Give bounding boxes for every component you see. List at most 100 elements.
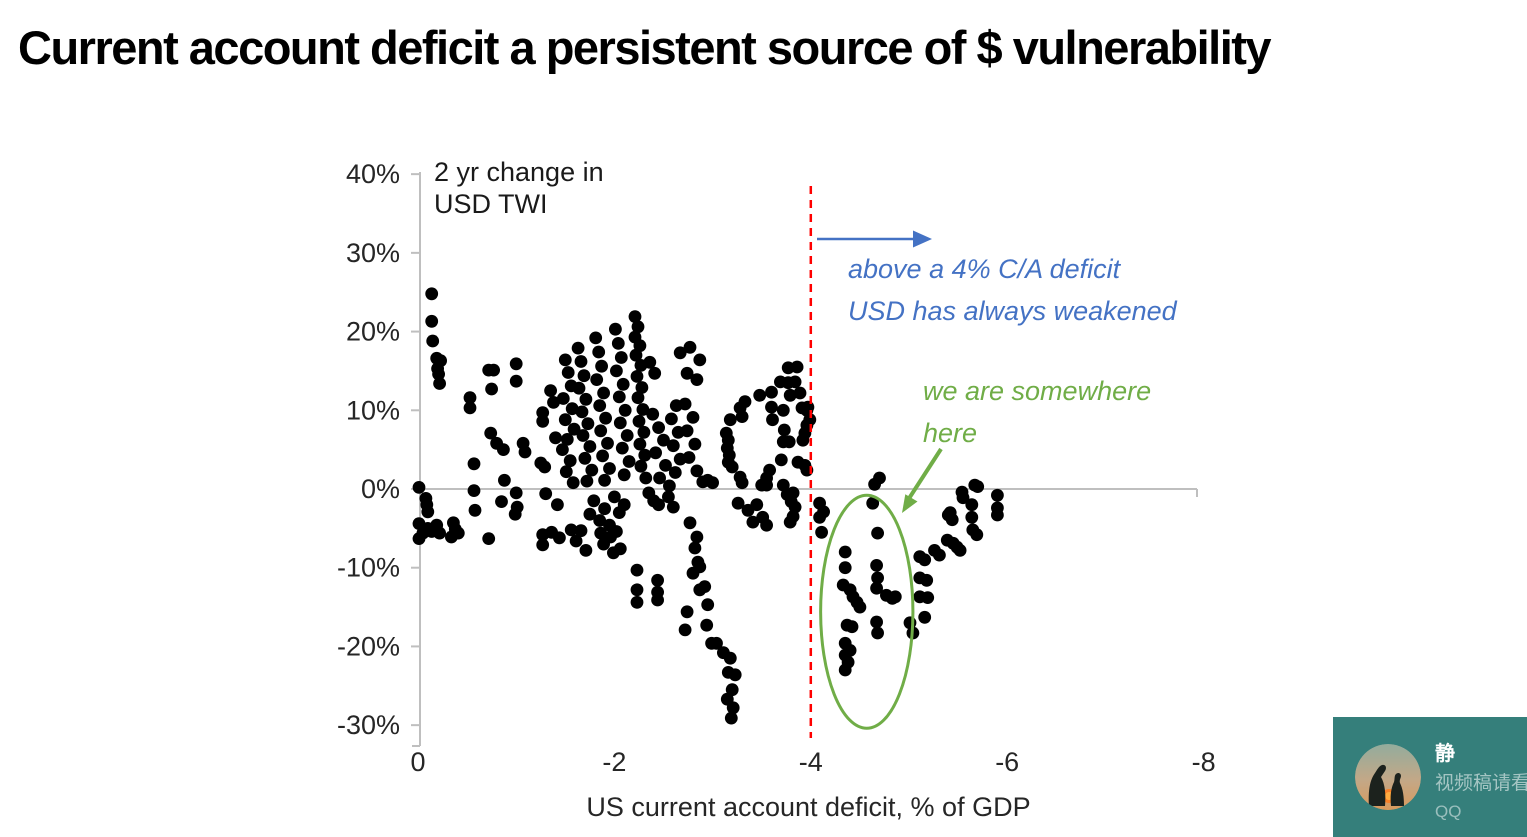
y-axis-series-label: 2 yr change in USD TWI — [434, 157, 604, 219]
data-point — [918, 610, 932, 624]
y-tick-label: -10% — [337, 553, 400, 583]
data-point — [463, 401, 477, 415]
x-tick-label: -4 — [799, 747, 823, 777]
data-point — [783, 388, 797, 402]
data-point — [617, 468, 631, 482]
data-point — [566, 476, 580, 490]
data-point — [760, 518, 773, 532]
data-point — [565, 402, 579, 416]
data-point — [590, 373, 604, 386]
data-point — [991, 488, 1004, 502]
data-point — [838, 561, 852, 575]
data-point — [888, 590, 902, 604]
data-point — [581, 417, 595, 431]
data-point — [921, 591, 935, 604]
data-point — [813, 510, 826, 524]
data-point — [630, 583, 644, 597]
data-point — [569, 534, 583, 548]
data-point — [870, 581, 883, 595]
data-point — [564, 523, 578, 537]
data-point — [815, 525, 828, 539]
qq-chat-widget[interactable]: 静 视频稿请看 QQ — [1333, 717, 1527, 837]
data-point — [680, 605, 694, 619]
current-position-annotation: we are somewhere here — [923, 376, 1152, 448]
data-point — [556, 443, 569, 456]
data-point — [838, 663, 852, 677]
data-point — [509, 357, 523, 371]
chat-message: 视频稿请看 — [1435, 773, 1527, 794]
data-point — [738, 395, 752, 408]
data-point — [731, 496, 745, 510]
data-point — [574, 355, 588, 368]
data-point — [593, 514, 607, 527]
data-point — [551, 498, 564, 512]
data-point — [953, 544, 967, 557]
data-point — [870, 615, 883, 629]
data-point — [788, 375, 802, 389]
data-point — [760, 478, 773, 492]
data-point — [412, 532, 426, 545]
data-point — [598, 502, 611, 516]
data-point — [572, 381, 586, 395]
data-point — [609, 322, 622, 336]
data-point — [690, 464, 704, 478]
data-point — [838, 545, 852, 559]
data-point — [497, 443, 510, 456]
data-point — [845, 620, 859, 634]
data-point — [791, 455, 805, 469]
data-point — [765, 385, 778, 399]
data-point — [871, 571, 884, 585]
data-point — [578, 451, 592, 465]
data-point — [777, 423, 791, 437]
data-point — [577, 369, 591, 383]
data-point — [690, 373, 704, 386]
data-point — [612, 390, 626, 404]
data-point — [663, 479, 676, 493]
data-point — [631, 391, 645, 405]
data-point — [870, 559, 883, 572]
data-point — [633, 437, 647, 451]
data-point — [560, 433, 574, 446]
data-point — [592, 345, 606, 359]
data-point — [594, 526, 608, 540]
data-point — [753, 388, 767, 402]
penguin-avatar[interactable] — [1355, 744, 1421, 810]
data-point — [662, 490, 675, 504]
here-arrow-icon — [902, 447, 943, 513]
data-point — [603, 462, 616, 475]
data-point — [723, 651, 737, 665]
data-point — [579, 544, 593, 557]
data-point — [933, 548, 946, 562]
x-tick-label: -8 — [1192, 747, 1216, 777]
data-point — [598, 473, 611, 487]
y-tick-label: 10% — [346, 395, 400, 425]
page-title: Current account deficit a persistent sou… — [18, 21, 1272, 74]
data-point — [574, 524, 588, 538]
data-point — [610, 364, 623, 378]
data-point — [558, 413, 572, 427]
data-point — [595, 359, 608, 373]
data-point — [782, 435, 796, 449]
data-point — [561, 366, 575, 379]
data-point — [965, 510, 979, 524]
data-point — [766, 413, 779, 427]
data-point — [634, 459, 648, 473]
data-point — [583, 440, 597, 453]
data-point — [607, 546, 620, 560]
data-point — [693, 583, 707, 597]
data-point — [610, 525, 623, 538]
x-tick-label: -2 — [602, 747, 626, 777]
data-point — [688, 437, 702, 451]
data-point — [700, 618, 714, 632]
data-point — [666, 500, 680, 514]
data-point — [668, 466, 682, 479]
data-point — [666, 439, 680, 453]
data-point — [741, 503, 755, 517]
data-point — [611, 337, 625, 350]
data-point — [639, 471, 653, 485]
data-point — [690, 530, 704, 544]
data-point — [425, 287, 439, 301]
data-point — [571, 341, 585, 355]
